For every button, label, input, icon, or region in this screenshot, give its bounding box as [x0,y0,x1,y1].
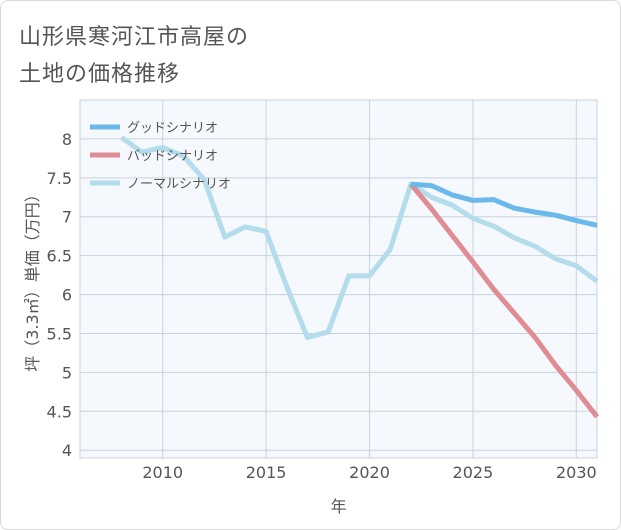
series-lines [119,135,599,419]
series-line [410,181,598,228]
y-tick-label: 7 [62,208,72,227]
y-tick-label: 5 [62,363,72,382]
x-tick-label: 2010 [142,463,183,482]
series-line [408,182,599,419]
legend-label: バッドシナリオ [127,149,218,164]
y-tick-label: 6.5 [47,247,72,266]
x-tick-label: 2015 [246,463,287,482]
y-tick-label: 6 [62,286,72,305]
y-tick-label: 5.5 [47,324,72,343]
y-tick-label: 4.5 [47,402,72,421]
y-tick-label: 4 [62,441,72,460]
chart-title-line1: 山形県寒河江市高屋の [19,25,250,50]
x-axis-label: 年 [330,497,346,516]
plot-area [79,99,598,459]
x-axis-ticks: 2010 2015 2020 2025 2030 [142,463,596,482]
y-axis-ticks: 4 4.5 5 5.5 6 6.5 7 7.5 8 [47,130,72,460]
chart-title-line2: 土地の価格推移 [19,62,181,87]
y-tick-label: 8 [62,130,72,149]
x-tick-label: 2020 [349,463,390,482]
grid-lines [80,100,597,458]
legend-label: グッドシナリオ [127,121,218,136]
x-tick-label: 2030 [556,463,597,482]
x-tick-label: 2025 [453,463,494,482]
y-tick-label: 7.5 [47,169,72,188]
y-axis-label: 坪（3.3㎡）単価（万円） [23,186,42,371]
series-line [119,135,599,340]
legend-label: ノーマルシナリオ [127,177,231,192]
